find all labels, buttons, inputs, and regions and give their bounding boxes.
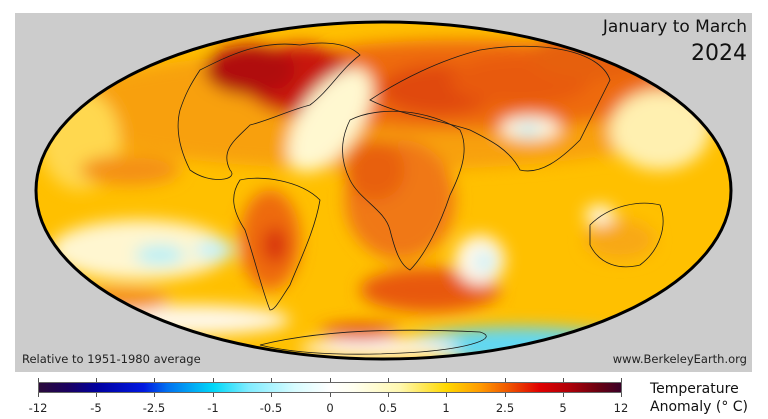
tick-mark (38, 393, 39, 397)
tick-mark (505, 378, 506, 382)
globe-outline (34, 20, 733, 361)
baseline-note: Relative to 1951-1980 average (22, 352, 201, 366)
tick-label: 2.5 (495, 401, 515, 415)
colorbar (38, 382, 622, 393)
tick-label: 0 (326, 401, 334, 415)
tick-mark (271, 393, 272, 397)
tick-mark (505, 393, 506, 397)
tick-mark (271, 378, 272, 382)
tick-mark (621, 378, 622, 382)
tick-label: 1 (442, 401, 450, 415)
tick-label: 0.5 (378, 401, 398, 415)
tick-label: -12 (28, 401, 48, 415)
colorbar-title-line2: Anomaly (° C) (650, 399, 749, 415)
tick-mark (563, 378, 564, 382)
period-title: January to March (602, 17, 747, 37)
tick-mark (154, 378, 155, 382)
tick-label: 12 (613, 401, 629, 415)
colorbar-title: Temperature Anomaly (° C) (650, 380, 748, 416)
tick-label: -1 (207, 401, 219, 415)
tick-mark (154, 393, 155, 397)
year-title: 2024 (691, 41, 747, 66)
tick-mark (213, 378, 214, 382)
tick-mark (563, 393, 564, 397)
tick-mark (388, 378, 389, 382)
colorbar-title-line1: Temperature (650, 381, 739, 397)
tick-label: -2.5 (142, 401, 166, 415)
tick-mark (96, 378, 97, 382)
coastlines (177, 42, 664, 355)
tick-label: 5 (559, 401, 567, 415)
tick-label: -5 (90, 401, 102, 415)
source-url: www.BerkeleyEarth.org (612, 352, 747, 366)
tick-mark (213, 393, 214, 397)
tick-mark (96, 393, 97, 397)
tick-mark (446, 393, 447, 397)
tick-mark (38, 378, 39, 382)
tick-mark (388, 393, 389, 397)
tick-mark (621, 393, 622, 397)
tick-mark (446, 378, 447, 382)
tick-mark (330, 393, 331, 397)
tick-label: -0.5 (259, 401, 283, 415)
anomaly-field (36, 22, 731, 359)
tick-mark (330, 378, 331, 382)
